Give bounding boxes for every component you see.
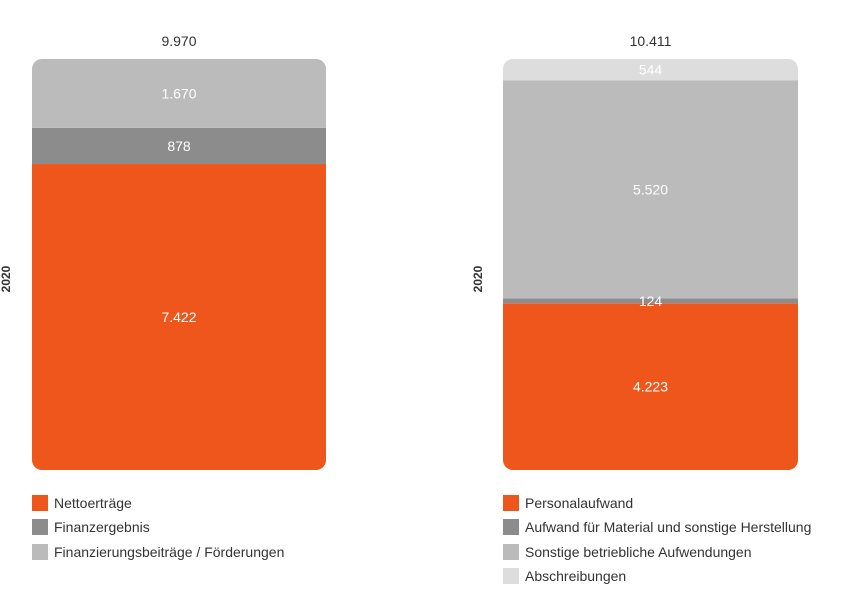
data-label: 5.520 bbox=[633, 181, 668, 197]
legend-label: Sonstige betriebliche Aufwendungen bbox=[525, 543, 752, 560]
data-label: 544 bbox=[639, 62, 663, 78]
bar-segment bbox=[32, 127, 326, 165]
legend-item: Aufwand für Material und sonstige Herste… bbox=[503, 515, 811, 539]
data-label: 878 bbox=[167, 138, 191, 154]
legend-item: Finanzierungsbeiträge / Förderungen bbox=[32, 540, 284, 564]
legend-item: Abschreibungen bbox=[503, 564, 811, 588]
legend-label: Abschreibungen bbox=[525, 568, 627, 585]
data-label: 1.670 bbox=[161, 85, 196, 101]
category-label: 2020 bbox=[471, 265, 485, 292]
bar-segment bbox=[503, 298, 798, 304]
legend-swatch bbox=[503, 568, 519, 585]
bar-stack-0 bbox=[32, 59, 326, 470]
data-label: 124 bbox=[639, 293, 663, 309]
legend-label: Personalaufwand bbox=[525, 495, 634, 512]
bar-segment bbox=[503, 80, 798, 299]
legend-swatch bbox=[503, 519, 519, 536]
legend-swatch bbox=[32, 519, 48, 536]
bar-segment bbox=[32, 164, 326, 470]
data-label: 7.422 bbox=[161, 309, 196, 325]
legend-item: Nettoerträge bbox=[32, 491, 284, 515]
bar-segment bbox=[503, 303, 798, 470]
total-label: 10.411 bbox=[630, 33, 672, 49]
bar-segment bbox=[503, 59, 798, 81]
legend-item: Personalaufwand bbox=[503, 491, 811, 515]
legend-swatch bbox=[503, 543, 519, 560]
legend-label: Nettoerträge bbox=[54, 495, 132, 512]
legend-label: Finanzierungsbeiträge / Förderungen bbox=[54, 543, 285, 560]
legend-swatch bbox=[32, 543, 48, 560]
bar-segment bbox=[32, 59, 326, 128]
category-label: 2020 bbox=[0, 265, 13, 292]
data-label: 4.223 bbox=[633, 379, 668, 395]
legend-label: Finanzergebnis bbox=[54, 519, 150, 536]
total-label: 9.970 bbox=[161, 33, 196, 49]
legend-item: Finanzergebnis bbox=[32, 515, 284, 539]
legend-right: Personalaufwand Aufwand für Material und … bbox=[503, 491, 811, 588]
bar-stack-1 bbox=[503, 59, 798, 470]
legend-left: Nettoerträge Finanzergebnis Finanzierungsb… bbox=[32, 491, 284, 564]
legend-label: Aufwand für Material und sonstige Herste… bbox=[525, 519, 812, 536]
legend-swatch bbox=[503, 495, 519, 512]
legend-item: Sonstige betriebliche Aufwendungen bbox=[503, 540, 811, 564]
legend-swatch bbox=[32, 495, 48, 512]
